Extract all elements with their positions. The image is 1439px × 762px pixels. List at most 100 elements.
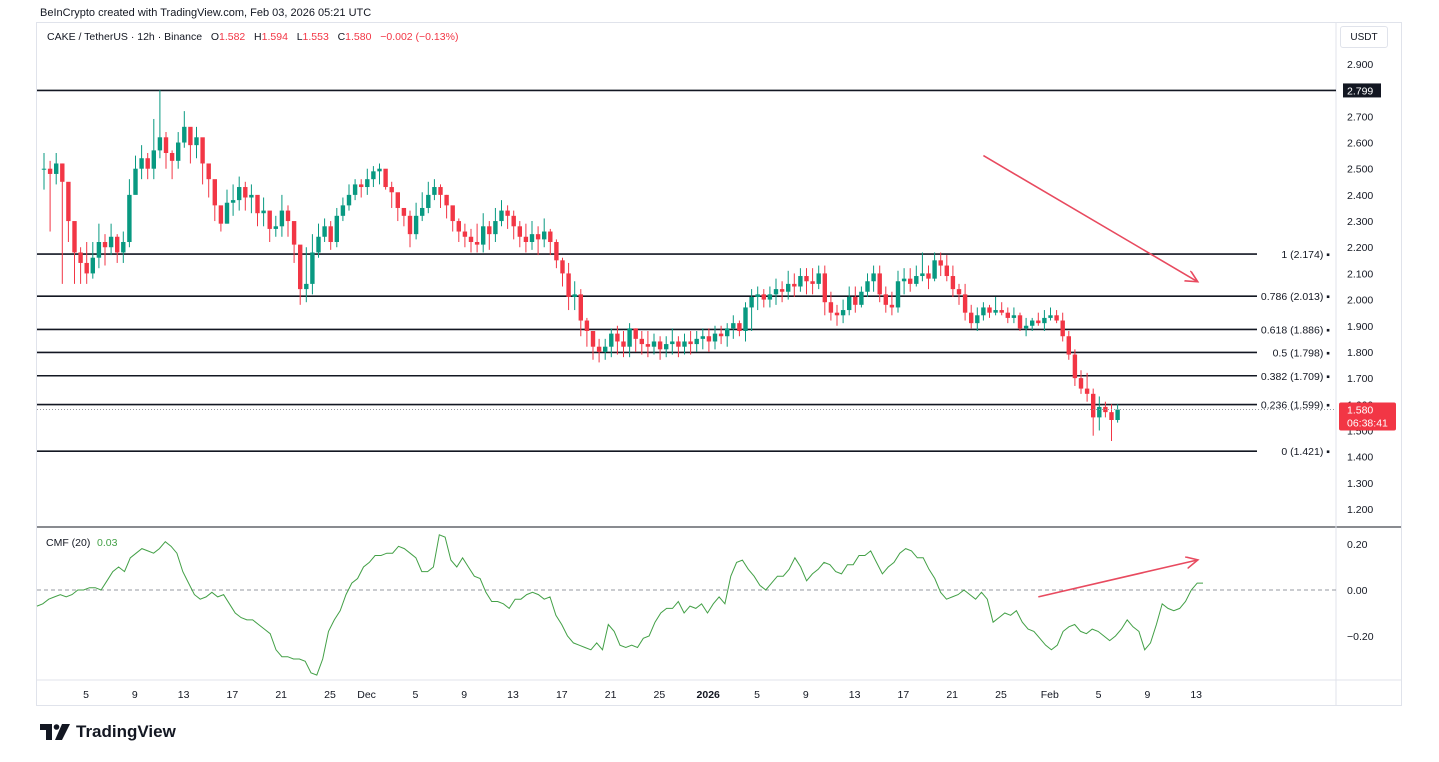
candle-body [72,221,77,253]
candle-body [1036,320,1041,324]
price-axis-tick: 2.500 [1347,164,1373,176]
candle-body [298,244,303,290]
candle-body [560,260,565,274]
currency-button[interactable]: USDT [1340,26,1388,48]
candle-body [804,276,809,282]
candle-body [572,294,577,297]
candle-body [1011,315,1017,318]
candle-body [639,338,644,345]
price-axis-tick: 1.200 [1347,504,1373,516]
candle-body [688,341,693,345]
candle-body [816,273,821,284]
fib-label: 0.5 (1.798) ▪ [1273,347,1331,359]
candle-body [810,281,815,284]
candle-body [218,205,224,224]
time-axis-tick: 5 [1096,689,1102,701]
tradingview-logo[interactable]: TradingView [40,722,176,742]
candle-body [712,333,718,342]
candle-body [609,333,614,347]
candle-body [853,296,858,305]
candle-body [694,338,699,345]
price-axis-tick: 2.900 [1347,59,1373,71]
price-axis-tick: 2.100 [1347,268,1373,280]
candle-body [249,194,254,198]
candle-body [505,210,510,216]
candle-body [377,168,382,172]
candle-body [261,210,266,214]
time-axis-tick: 13 [849,689,861,701]
candle-body [651,341,657,347]
candle-body [139,158,144,169]
price-axis-tick: 1.800 [1347,347,1373,359]
candle-body [511,215,516,227]
candle-body [230,200,236,203]
candle-body [1072,354,1078,379]
candle-body [865,281,870,292]
candle-body [395,192,400,208]
candle-body [847,296,852,311]
candle-body [462,231,468,237]
fib-label: 0.618 (1.886) ▪ [1261,324,1330,336]
time-axis-tick: 13 [1190,689,1202,701]
time-axis-tick: 5 [83,689,89,701]
candle-body [169,153,175,161]
candle-body [938,260,943,266]
candle-body [969,312,974,324]
candle-body [566,273,571,297]
candle-body [383,168,388,188]
time-axis-tick: 5 [754,689,760,701]
time-axis-tick: 21 [946,689,958,701]
candle-body [389,187,394,193]
price-axis-tick: 2.200 [1347,242,1373,254]
candle-body [615,333,620,342]
candle-body [1030,320,1035,326]
candle-body [450,205,455,222]
candle-body [328,226,333,242]
candle-body [950,276,956,290]
candle-body [163,137,169,153]
candle-body [981,307,986,316]
time-axis-tick: 9 [132,689,138,701]
price-axis-tick: 1.300 [1347,478,1373,490]
candle-body [895,281,901,308]
ohlc-open: O1.582 [210,31,246,43]
time-axis-tick: 17 [556,689,568,701]
candle-body [962,294,968,313]
time-axis-tick: 25 [654,689,666,701]
logo-text: TradingView [76,722,176,741]
candle-body [359,184,364,188]
candle-body [279,210,285,227]
candle-body [737,323,742,331]
price-axis-tick: 1.700 [1347,373,1373,385]
candle-body [487,226,492,235]
fib-label: 0 (1.421) ▪ [1281,446,1330,458]
cmf-line [36,534,1203,676]
fib-label: 0.236 (1.599) ▪ [1261,400,1330,412]
candle-body [901,278,907,282]
symbol-label[interactable]: CAKE / TetherUS · 12h · Binance [47,31,203,43]
candle-body [682,341,687,347]
candle-body [755,294,760,297]
candle-body [706,336,712,342]
candle-body [932,260,937,279]
time-axis-tick: 13 [178,689,190,701]
candle-body [1097,406,1102,418]
candle-body [889,304,895,308]
candle-body [1054,315,1059,321]
candle-body [761,294,766,300]
tradingview-logo-icon [40,724,70,740]
candle-body [1060,320,1065,337]
price-change: −0.002 (−0.13%) [380,31,459,43]
candle-body [1078,378,1084,389]
ohlc-high: H1.594 [254,31,288,43]
candle-body [676,341,681,347]
time-axis-tick: Feb [1041,689,1059,701]
time-axis-tick: 13 [507,689,519,701]
time-axis-tick: 17 [898,689,910,701]
candle-body [621,341,626,347]
fib-label: 0.382 (1.709) ▪ [1261,371,1330,383]
candle-body [102,242,108,248]
candle-body [438,187,443,195]
candle-body [926,273,931,279]
cmf-axis-tick: −0.20 [1347,631,1374,643]
